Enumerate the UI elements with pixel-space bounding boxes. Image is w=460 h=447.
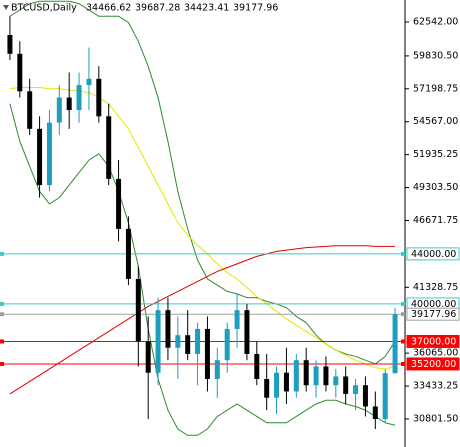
candle-body (362, 385, 368, 407)
chart-header: BTCUSD,Daily 34466.62 39687.28 34423.41 … (11, 3, 278, 14)
candle-body (392, 314, 398, 374)
level-handle (401, 312, 405, 317)
candle-body (56, 97, 62, 123)
header-close: 39177.96 (233, 3, 278, 14)
candle-body (214, 360, 220, 379)
candle-body (96, 78, 102, 117)
y-tick-label: 33433.25 (413, 381, 458, 392)
header-open: 34466.62 (86, 3, 131, 14)
level-label-box (406, 307, 460, 321)
y-tick-label: 46671.75 (413, 215, 458, 226)
y-tick-label: 41328.75 (413, 282, 458, 293)
level-handle (401, 251, 405, 256)
candle-body (155, 310, 161, 373)
candle-body (165, 310, 171, 348)
candle-body (283, 372, 289, 392)
level-handle (401, 301, 405, 306)
y-tick-label: 57198.75 (413, 83, 458, 94)
level-label: 39177.96 (411, 309, 456, 320)
candle-body (27, 91, 33, 129)
level-handle (0, 301, 4, 306)
candle-body (66, 97, 72, 111)
candle-body (224, 328, 230, 361)
candle-body (264, 378, 270, 398)
symbol-icon (3, 5, 9, 10)
candle-body (86, 78, 92, 86)
chart-title: BTCUSD,Daily (11, 3, 77, 14)
candle-body (37, 128, 43, 186)
level-label: 44000.00 (411, 249, 456, 260)
candle-body (333, 376, 339, 386)
level-handle (401, 361, 405, 366)
header-high: 39687.28 (135, 3, 180, 14)
candle-body (46, 122, 52, 186)
y-tick-label: 54567.00 (413, 116, 458, 127)
candle-body (323, 366, 329, 386)
candle-body (303, 360, 309, 386)
candle-body (135, 278, 141, 342)
level-label-box (406, 247, 460, 261)
indicator-line (9, 103, 396, 436)
candle-body (17, 53, 23, 92)
candle-body (343, 376, 349, 394)
candle-body (234, 310, 240, 329)
candle-body (254, 353, 260, 379)
candle-body (382, 373, 388, 419)
candle-body (125, 228, 131, 279)
candle-body (7, 35, 13, 54)
candle-body (293, 360, 299, 392)
header-low: 34423.41 (184, 3, 229, 14)
candle-body (274, 372, 280, 398)
level-handle (401, 339, 405, 344)
candle-body (313, 366, 319, 386)
candle-body (204, 328, 210, 379)
candle-body (116, 178, 122, 229)
candle-body (195, 328, 201, 354)
y-tick-label: 36065.00 (413, 348, 458, 359)
level-handle (0, 361, 4, 366)
level-label-box (406, 357, 460, 371)
level-handle (0, 312, 4, 317)
candle-body (145, 341, 151, 373)
candle-body (76, 85, 82, 111)
y-tick-label: 30801.50 (413, 413, 458, 424)
level-label: 35200.00 (411, 359, 456, 370)
candle-body (185, 335, 191, 354)
y-tick-label: 59830.50 (413, 50, 458, 61)
indicator-line (9, 245, 396, 395)
candle-body (353, 385, 359, 394)
candle-body (372, 406, 378, 419)
candle-body (244, 310, 250, 354)
candle-body (106, 116, 112, 179)
level-label: 40000.00 (411, 299, 456, 310)
candle-body (175, 335, 181, 348)
level-handle (0, 251, 4, 256)
level-handle (0, 339, 4, 344)
plot-area (0, 0, 405, 436)
level-label-box (406, 334, 460, 348)
y-tick-label: 49303.50 (413, 182, 458, 193)
y-tick-label: 51935.25 (413, 149, 458, 160)
level-label: 37000.00 (411, 336, 456, 347)
y-tick-label: 62542.00 (413, 16, 458, 27)
indicator-line (9, 87, 396, 370)
